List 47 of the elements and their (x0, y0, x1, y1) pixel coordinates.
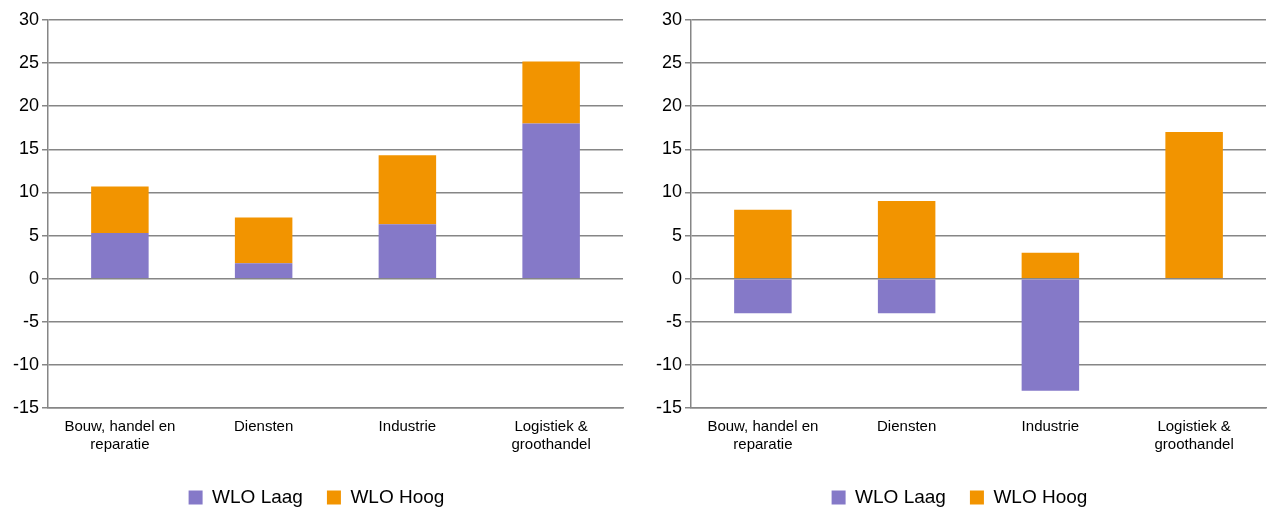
x-tick-label: Industrie (378, 417, 437, 435)
legend-label: WLO Laag (212, 485, 303, 507)
bar (378, 155, 437, 225)
legend-label: WLO Laag (855, 485, 946, 507)
y-tick-label: -10 (13, 353, 40, 374)
x-tick-label: Bouw, handel en reparatie (707, 417, 819, 453)
bar (1021, 279, 1080, 391)
y-tick-label: 30 (18, 8, 40, 29)
bar (877, 279, 936, 314)
x-tick-label: Diensten (877, 417, 937, 435)
y-tick-label: -15 (656, 396, 683, 417)
bar (877, 201, 936, 278)
legend-label: WLO Hoog (993, 485, 1088, 507)
bar (234, 263, 293, 278)
x-tick-label: Logistiek & groothandel (1154, 417, 1234, 453)
y-tick-label: 30 (661, 8, 683, 29)
y-tick-label: 5 (29, 224, 40, 245)
y-tick-label: 20 (18, 95, 40, 116)
bar (91, 186, 149, 233)
y-tick-label: 0 (672, 267, 683, 288)
y-tick-label: -5 (666, 310, 683, 331)
legend-label: WLO Hoog (350, 485, 445, 507)
bar (1021, 252, 1080, 278)
y-tick-label: 15 (661, 138, 683, 159)
bar (234, 217, 293, 264)
bar (1165, 132, 1223, 278)
y-tick-label: 5 (672, 224, 683, 245)
x-tick-label: Industrie (1021, 417, 1080, 435)
y-tick-label: 0 (29, 267, 40, 288)
y-tick-label: 15 (18, 138, 40, 159)
x-tick-label: Diensten (234, 417, 294, 435)
y-tick-label: 25 (661, 52, 683, 73)
bar (522, 123, 580, 278)
y-tick-label: -10 (656, 353, 683, 374)
bar (378, 224, 437, 278)
y-tick-label: -15 (13, 396, 40, 417)
y-tick-label: -5 (23, 310, 40, 331)
y-tick-label: 20 (661, 95, 683, 116)
bar (522, 61, 580, 124)
y-tick-label: 25 (18, 52, 40, 73)
bar (734, 279, 792, 314)
x-tick-label: Logistiek & groothandel (511, 417, 591, 453)
x-tick-label: Bouw, handel en reparatie (64, 417, 176, 453)
y-tick-label: 10 (18, 181, 40, 202)
bar (91, 232, 149, 278)
y-tick-label: 10 (661, 181, 683, 202)
bar (734, 209, 792, 278)
